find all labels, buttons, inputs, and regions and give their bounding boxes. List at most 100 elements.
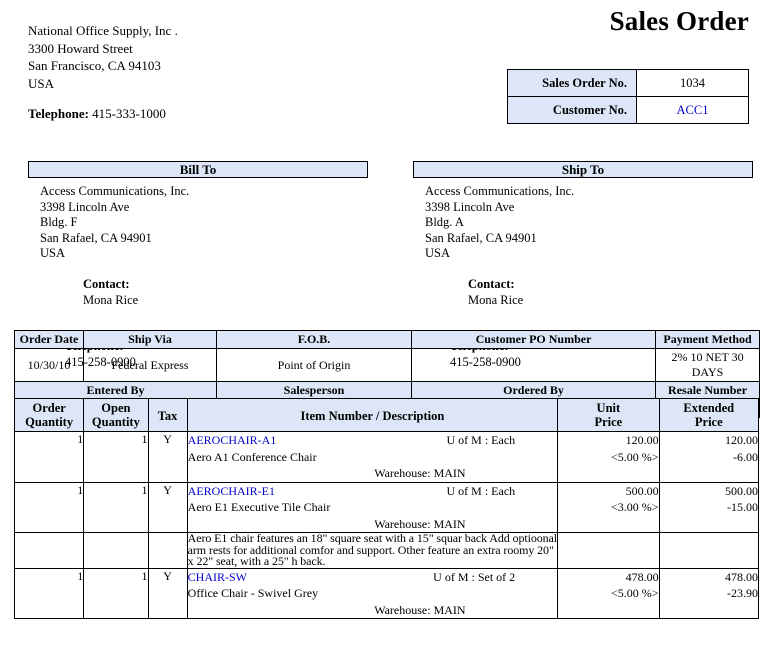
order-identification-table: Sales Order No. 1034 Customer No. ACC1 [507, 69, 749, 124]
customer-no-value[interactable]: ACC1 [636, 96, 749, 124]
ship-to-contact-value: Mona Rice [468, 292, 524, 307]
row-extended-price-cell: 120.00 -6.00 [658, 431, 760, 483]
salesperson-header: Salesperson [215, 381, 413, 400]
table-row[interactable]: 1 1 Y AEROCHAIR-A1 U of M : Each Aero A1… [13, 431, 760, 483]
row-unit-price-cell: 120.00 <5.00 %> [557, 431, 660, 483]
row-item-number[interactable]: CHAIR-SW [187, 569, 248, 584]
row-item-number[interactable]: AEROCHAIR-E1 [187, 483, 275, 498]
sales-order-no-label: Sales Order No. [507, 69, 637, 97]
company-address-block: National Office Supply, Inc . 3300 Howar… [28, 22, 178, 123]
row-extended-discount: -23.90 [727, 586, 758, 600]
fob-header: F.O.B. [215, 330, 413, 349]
order-date-header: Order Date [14, 330, 84, 349]
spacer-tax [147, 532, 188, 569]
info-header-row-1: Order Date Ship Via F.O.B. Customer PO N… [14, 330, 761, 349]
bill-to-heading: Bill To [28, 161, 368, 178]
resale-number-header: Resale Number [655, 381, 761, 400]
row-extended-discount: -6.00 [733, 449, 758, 464]
row-long-description: Aero E1 chair features an 18" square sea… [186, 531, 559, 569]
item-description-header-label: Item Number / Description [300, 409, 445, 423]
row-unit-price: 120.00 [625, 433, 659, 447]
row-extended-price: 478.00 [725, 569, 758, 584]
row-unit-price: 500.00 [625, 483, 659, 498]
bill-to-name: Access Communications, Inc. [40, 184, 190, 198]
row-unit-price: 478.00 [625, 569, 659, 584]
ship-to-city-state-zip: San Rafael, CA 94901 [425, 230, 537, 245]
bill-to-street: 3398 Lincoln Ave [40, 199, 130, 214]
bill-to-block: Bill To Access Communications, Inc. 3398… [28, 161, 368, 386]
spacer-open-quantity [83, 532, 149, 569]
row-extended-price-cell: 500.00 -15.00 [658, 481, 760, 533]
fob-value: Point of Origin [215, 348, 413, 382]
payment-method-value: 2% 10 NET 30 DAYS [655, 348, 761, 382]
customer-no-row: Customer No. ACC1 [507, 96, 749, 124]
table-row[interactable]: 1 1 Y CHAIR-SW U of M : Set of 2 Office … [13, 567, 760, 619]
row-discount-percent: <3.00 %> [611, 500, 659, 514]
row-open-quantity: 1 [83, 431, 149, 483]
ship-to-contact-label: Contact: [468, 277, 515, 291]
ship-via-header: Ship Via [83, 330, 217, 349]
line-items-header-row: Order Quantity Open Quantity Tax Item Nu… [13, 398, 760, 432]
row-item-description-cell: CHAIR-SW U of M : Set of 2 Office Chair … [186, 567, 559, 619]
company-city-state-zip: San Francisco, CA 94103 [28, 58, 161, 73]
row-extended-price: 120.00 [725, 433, 758, 447]
company-country: USA [28, 75, 55, 91]
tax-header-label: Tax [157, 409, 178, 423]
ordered-by-header: Ordered By [411, 381, 657, 400]
ship-to-heading: Ship To [413, 161, 753, 178]
open-quantity-header-line1: Open [101, 401, 131, 415]
page-title: Sales Order [609, 6, 749, 36]
row-item-description-cell: AEROCHAIR-A1 U of M : Each Aero A1 Confe… [186, 431, 559, 483]
order-quantity-header-line2: Quantity [25, 415, 74, 429]
spacer-extended-price [658, 532, 760, 569]
bill-to-building: Bldg. F [40, 215, 78, 229]
row-unit-of-measure: U of M : Each [446, 433, 516, 447]
row-item-line: AEROCHAIR-A1 U of M : Each [188, 432, 557, 449]
row-warehouse: Warehouse: MAIN [374, 516, 466, 531]
order-date-value: 10/30/10 [14, 348, 84, 382]
row-item-description-cell: AEROCHAIR-E1 U of M : Each Aero E1 Execu… [186, 481, 559, 533]
row-order-quantity: 1 [13, 567, 85, 619]
table-row[interactable]: 1 1 Y AEROCHAIR-E1 U of M : Each Aero E1… [13, 481, 760, 533]
extended-price-header-line2: Price [694, 415, 723, 429]
entered-by-header: Entered By [14, 381, 217, 400]
row-order-quantity: 1 [13, 481, 85, 533]
ship-to-contact-row: Contact: Mona Rice [425, 262, 753, 324]
row-order-quantity: 1 [13, 431, 85, 483]
line-items-table: Order Quantity Open Quantity Tax Item Nu… [13, 398, 760, 619]
row-item-line: CHAIR-SW U of M : Set of 2 [188, 569, 557, 586]
row-extended-price: 500.00 [725, 483, 758, 498]
row-extended-price-cell: 478.00 -23.90 [658, 567, 760, 619]
info-header-row-2: Entered By Salesperson Ordered By Resale… [14, 381, 761, 400]
row-open-quantity: 1 [83, 567, 149, 619]
spacer-order-quantity [13, 532, 85, 569]
customer-po-number-value [411, 348, 657, 382]
order-quantity-header: Order Quantity [13, 398, 85, 432]
row-item-number[interactable]: AEROCHAIR-A1 [187, 433, 277, 447]
item-description-header: Item Number / Description [186, 398, 559, 432]
info-value-row-1: 10/30/10 Federal Express Point of Origin… [14, 348, 761, 382]
ship-via-value: Federal Express [83, 348, 217, 382]
row-tax-flag: Y [147, 567, 188, 619]
bill-to-city-state-zip: San Rafael, CA 94901 [40, 230, 152, 245]
company-telephone-value: 415-333-1000 [92, 106, 166, 121]
row-warehouse: Warehouse: MAIN [374, 466, 466, 480]
bill-to-lines: Access Communications, Inc. 3398 Lincoln… [28, 178, 368, 386]
bill-to-contact-row: Contact: Mona Rice [40, 262, 368, 324]
bill-to-contact-value: Mona Rice [83, 292, 139, 307]
unit-price-header-line2: Price [594, 415, 623, 429]
table-row-extended-description: Aero E1 chair features an 18" square sea… [13, 531, 760, 569]
row-discount-percent: <5.00 %> [611, 449, 659, 464]
row-tax-flag: Y [147, 481, 188, 533]
row-unit-of-measure: U of M : Set of 2 [433, 569, 516, 584]
bill-to-contact-label: Contact: [83, 277, 130, 291]
company-street: 3300 Howard Street [28, 40, 133, 56]
ship-to-street: 3398 Lincoln Ave [425, 199, 515, 214]
row-unit-of-measure: U of M : Each [446, 483, 516, 498]
row-item-description: Aero A1 Conference Chair [187, 449, 317, 464]
row-warehouse: Warehouse: MAIN [374, 602, 466, 617]
open-quantity-header-line2: Quantity [91, 415, 140, 429]
unit-price-header: Unit Price [557, 398, 660, 432]
row-extended-discount: -15.00 [727, 500, 758, 514]
